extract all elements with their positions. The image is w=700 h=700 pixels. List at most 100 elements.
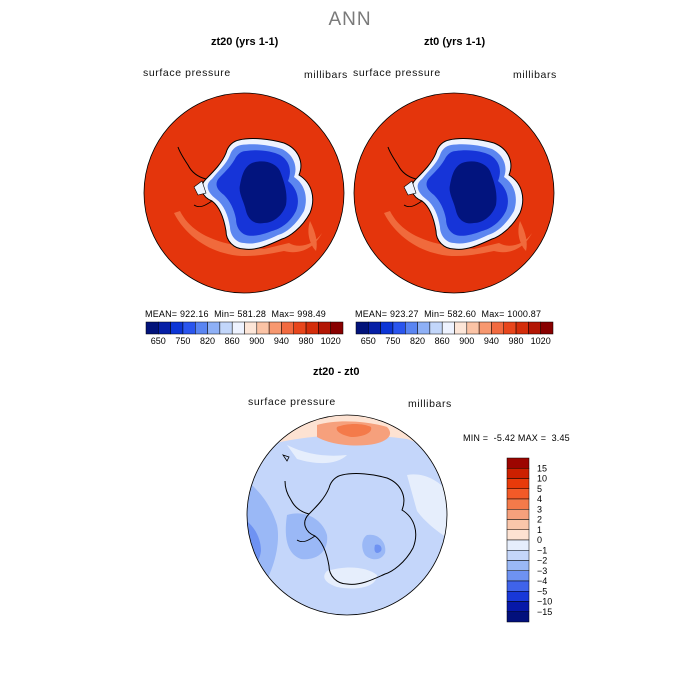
panel2-colorbar-swatch <box>515 321 529 335</box>
panel3-colorbar-swatch <box>506 601 530 612</box>
panel3-colorbar-swatch <box>506 570 530 582</box>
panel1-colorbar-tick-label: 980 <box>299 336 314 346</box>
panel2-title: zt0 (yrs 1-1) <box>424 36 486 48</box>
panel3-max-label: MAX = <box>517 433 547 443</box>
panel1-colorbar-swatch <box>158 321 171 335</box>
panel1-colorbar-tick-label: 940 <box>274 336 289 346</box>
panel2-colorbar-tick-label: 860 <box>435 336 450 346</box>
panel3-colorbar-tick-label: 10 <box>537 474 547 484</box>
panel2-colorbar-swatch <box>392 321 406 335</box>
panel1-colorbar-swatch <box>145 321 159 335</box>
panel3-colorbar-swatch <box>506 550 530 561</box>
panel3-colorbar-swatch <box>506 488 530 500</box>
panel2-colorbar: 650 750 820 860 900 940 980 1020 <box>355 321 554 346</box>
panel3-min-value: -5.42 <box>493 433 516 443</box>
panel1-map <box>143 92 345 294</box>
panel1-colorbar-swatch <box>231 321 245 335</box>
panel1-colorbar-tick-label: 750 <box>175 336 190 346</box>
panel1-colorbar-tick-label: 900 <box>249 336 264 346</box>
panel1-colorbar-swatch <box>244 321 258 335</box>
panel2-colorbar-swatch <box>454 321 468 335</box>
panel2-variable-label: surface pressure <box>353 67 441 79</box>
panel1-colorbar-swatch <box>318 321 331 335</box>
panel2-colorbar-swatch <box>503 321 517 335</box>
panel1-colorbar-swatch <box>182 321 196 335</box>
panel3-max-value: 3.45 <box>551 433 570 443</box>
panel1-units-label: millibars <box>304 69 348 81</box>
panel3-colorbar-swatch <box>506 539 530 551</box>
figure-title: ANN <box>328 9 372 30</box>
panel1-colorbar-swatch <box>219 321 233 335</box>
panel2-units-label: millibars <box>513 69 557 81</box>
panel2-colorbar-swatch <box>466 321 480 335</box>
panel2-colorbar-swatch <box>368 321 381 335</box>
panel2-colorbar-swatch <box>478 321 492 335</box>
panel1-max-label: Max= <box>271 309 295 319</box>
panel3-colorbar-tick-label: −15 <box>537 607 552 617</box>
panel3-colorbar-tick-label: 2 <box>537 515 542 525</box>
panel2-mean-value: 923.27 <box>389 309 419 319</box>
panel3-units-label: millibars <box>408 398 452 410</box>
panel1-max-value: 998.49 <box>297 309 327 319</box>
panel3-colorbar-swatch <box>506 560 530 571</box>
panel1-colorbar-tick-label: 860 <box>225 336 240 346</box>
panel2-colorbar-swatch <box>540 321 554 335</box>
panel3-min-label: MIN = <box>463 433 489 443</box>
panel2-colorbar-tick-label: 900 <box>459 336 474 346</box>
panel1-title: zt20 (yrs 1-1) <box>211 36 279 48</box>
panel3-colorbar-swatch <box>506 478 530 489</box>
panel2-colorbar-tick-label: 980 <box>509 336 524 346</box>
panel1-mean-label: MEAN= <box>145 309 178 319</box>
panel3-colorbar-swatch <box>506 498 530 510</box>
panel1-colorbar-swatch <box>293 321 307 335</box>
panel1-colorbar-swatch <box>305 321 319 335</box>
panel3-colorbar-tick-label: −10 <box>537 597 552 607</box>
panel2-colorbar-swatch <box>417 321 431 335</box>
panel1-min-label: Min= <box>214 309 235 319</box>
panel3-colorbar-tick-label: 1 <box>537 525 542 535</box>
panel2-colorbar-swatch <box>429 321 443 335</box>
panel3-colorbar-swatch <box>506 591 530 602</box>
panel1-min-value: 581.28 <box>237 309 267 319</box>
panel3-colorbar-tick-label: 0 <box>537 535 542 545</box>
panel3-diff-map <box>246 414 448 616</box>
panel1-colorbar-swatch <box>268 321 282 335</box>
panel3-colorbar-tick-label: 5 <box>537 484 542 494</box>
panel2-max-value: 1000.87 <box>507 309 542 319</box>
panel3-colorbar-swatch <box>506 519 530 530</box>
panel2-colorbar-swatch <box>441 321 455 335</box>
panel2-colorbar-tick-label: 650 <box>361 336 376 346</box>
panel2-mean-label: MEAN= <box>355 309 388 319</box>
panel3-colorbar-tick-label: 4 <box>537 494 542 504</box>
panel1-colorbar-tick-label: 820 <box>200 336 215 346</box>
panel1-colorbar-swatch <box>207 321 221 335</box>
panel3-colorbar-swatch <box>506 457 530 469</box>
panel2-min-label: Min= <box>424 309 445 319</box>
panel1-colorbar-tick-label: 650 <box>151 336 166 346</box>
panel2-colorbar-tick-label: 940 <box>484 336 499 346</box>
panel2-map <box>353 92 555 294</box>
panel3-stats: MIN = -5.42 MAX = 3.45 <box>463 433 570 443</box>
panel3-colorbar-tick-label: −2 <box>537 556 547 566</box>
panel2-colorbar-swatch <box>528 321 541 335</box>
panel1-colorbar-swatch <box>281 321 294 335</box>
panel2-colorbar-swatch <box>491 321 504 335</box>
panel1-variable-label: surface pressure <box>143 67 231 79</box>
panel1-mean-value: 922.16 <box>179 309 209 319</box>
panel3-colorbar-tick-label: 3 <box>537 504 542 514</box>
panel2-colorbar-swatch <box>355 321 369 335</box>
panel2-colorbar-swatch <box>405 321 418 335</box>
panel3-colorbar-tick-label: −4 <box>537 576 547 586</box>
panel3-colorbar-tick-label: −3 <box>537 566 547 576</box>
panel2-colorbar-tick-label: 750 <box>385 336 400 346</box>
panel2-colorbar-swatch <box>380 321 394 335</box>
panel3-variable-label: surface pressure <box>248 396 336 408</box>
panel3-colorbar-swatch <box>506 468 530 479</box>
panel3-colorbar-tick-label: 15 <box>537 463 547 473</box>
panel3-colorbar-swatch <box>506 611 530 623</box>
panel1-colorbar-swatch <box>330 321 344 335</box>
panel2-colorbar-tick-label: 820 <box>410 336 425 346</box>
panel1-colorbar-swatch <box>170 321 184 335</box>
